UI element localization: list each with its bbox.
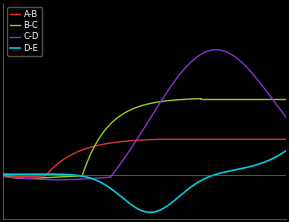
- Legend: A-B, B-C, C-D, D-E: A-B, B-C, C-D, D-E: [7, 7, 42, 56]
